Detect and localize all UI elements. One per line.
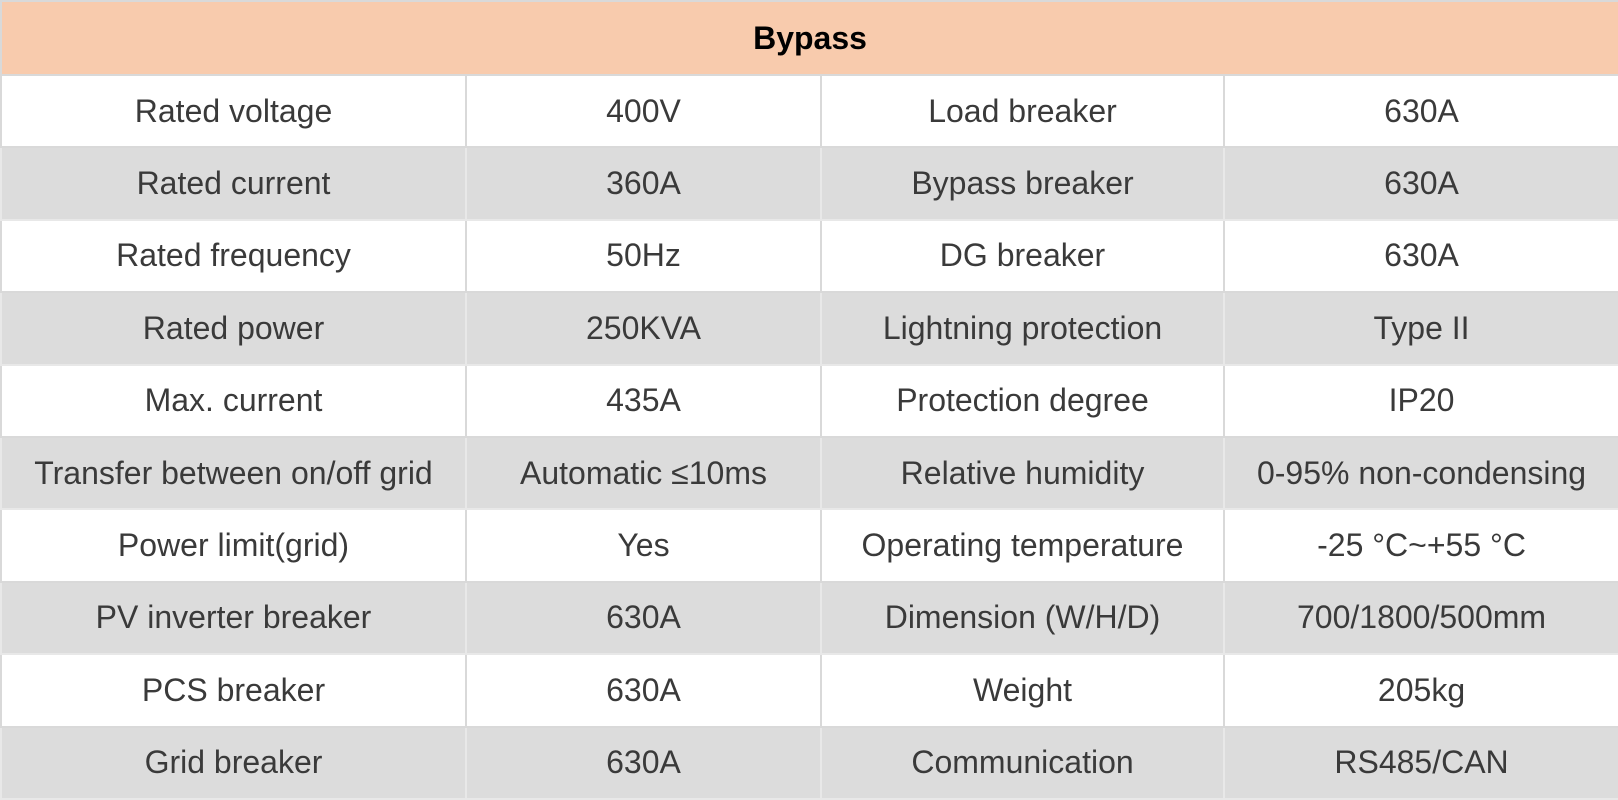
param-value: Automatic ≤10ms bbox=[465, 435, 822, 511]
table-title: Bypass bbox=[0, 0, 1618, 76]
param-label: Communication bbox=[820, 725, 1225, 800]
param-value: 630A bbox=[465, 725, 822, 800]
param-value: 50Hz bbox=[465, 218, 822, 294]
param-label: Grid breaker bbox=[0, 725, 467, 800]
param-label: Load breaker bbox=[820, 73, 1225, 149]
param-label: Transfer between on/off grid bbox=[0, 435, 467, 511]
param-value: 435A bbox=[465, 363, 822, 438]
table-row: PCS breaker 630A Weight 205kg bbox=[0, 653, 1618, 728]
param-value: 630A bbox=[465, 580, 822, 656]
param-value: RS485/CAN bbox=[1222, 725, 1618, 800]
param-value: 630A bbox=[1222, 146, 1618, 221]
param-label: Relative humidity bbox=[820, 435, 1225, 511]
table-row: Transfer between on/off grid Automatic ≤1… bbox=[0, 435, 1618, 511]
param-label: Power limit(grid) bbox=[0, 508, 467, 583]
param-value: Yes bbox=[465, 508, 822, 583]
param-label: Rated voltage bbox=[0, 73, 467, 149]
param-label: DG breaker bbox=[820, 218, 1225, 294]
table-row: Max. current 435A Protection degree IP20 bbox=[0, 363, 1618, 438]
param-label: Bypass breaker bbox=[820, 146, 1225, 221]
table-row: Rated current 360A Bypass breaker 630A bbox=[0, 146, 1618, 221]
param-label: Operating temperature bbox=[820, 508, 1225, 583]
param-value: IP20 bbox=[1222, 363, 1618, 438]
param-value: 250KVA bbox=[465, 291, 822, 366]
table-row: Grid breaker 630A Communication RS485/CAN bbox=[0, 725, 1618, 800]
param-value: 360A bbox=[465, 146, 822, 221]
param-value: 0-95% non-condensing bbox=[1222, 435, 1618, 511]
param-value: 630A bbox=[465, 653, 822, 728]
param-label: Protection degree bbox=[820, 363, 1225, 438]
param-label: Lightning protection bbox=[820, 291, 1225, 366]
param-label: Rated frequency bbox=[0, 218, 467, 294]
table-header-row: Bypass bbox=[0, 0, 1618, 76]
table-row: PV inverter breaker 630A Dimension (W/H/D)… bbox=[0, 580, 1618, 656]
param-label: PV inverter breaker bbox=[0, 580, 467, 656]
table-body: Rated voltage 400V Load breaker 630A Rated c… bbox=[0, 73, 1618, 800]
table-row: Power limit(grid) Yes Operating temperatur… bbox=[0, 508, 1618, 583]
table-row: Rated voltage 400V Load breaker 630A bbox=[0, 73, 1618, 149]
param-label: PCS breaker bbox=[0, 653, 467, 728]
param-label: Dimension (W/H/D) bbox=[820, 580, 1225, 656]
param-value: 400V bbox=[465, 73, 822, 149]
param-value: 630A bbox=[1222, 218, 1618, 294]
param-value: 700/1800/500mm bbox=[1222, 580, 1618, 656]
param-label: Rated power bbox=[0, 291, 467, 366]
param-value: 630A bbox=[1222, 73, 1618, 149]
table-row: Rated frequency 50Hz DG breaker 630A bbox=[0, 218, 1618, 294]
param-label: Rated current bbox=[0, 146, 467, 221]
param-value: Type II bbox=[1222, 291, 1618, 366]
param-label: Max. current bbox=[0, 363, 467, 438]
table-row: Rated power 250KVA Lightning protection Typ… bbox=[0, 291, 1618, 366]
param-label: Weight bbox=[820, 653, 1225, 728]
param-value: -25 °C~+55 °C bbox=[1222, 508, 1618, 583]
param-value: 205kg bbox=[1222, 653, 1618, 728]
